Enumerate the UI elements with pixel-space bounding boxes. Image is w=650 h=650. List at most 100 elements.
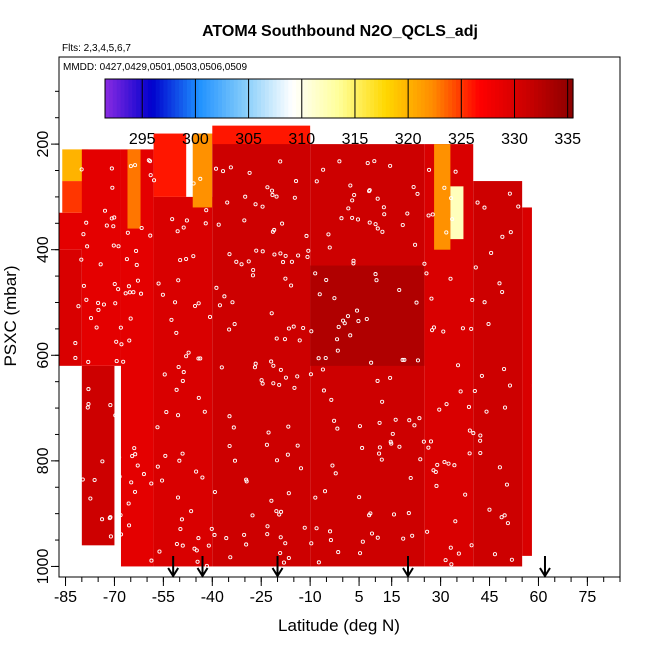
- sample-point: [116, 287, 121, 292]
- colorbar-segment: [245, 79, 250, 118]
- sample-point: [184, 256, 189, 262]
- colorbar-segment: [323, 79, 328, 118]
- colorbar-segment: [342, 79, 348, 118]
- heatmap-layer: [59, 125, 532, 567]
- sample-point: [364, 317, 369, 322]
- sample-point: [335, 348, 340, 353]
- colorbar-segment: [401, 79, 406, 118]
- colorbar-segment: [537, 79, 543, 118]
- colorbar-segment: [144, 79, 149, 118]
- sample-point: [186, 350, 191, 355]
- sample-point: [354, 308, 360, 313]
- sample-point: [375, 196, 380, 201]
- sample-point: [277, 382, 282, 387]
- sample-point: [390, 431, 395, 436]
- sample-point: [194, 469, 199, 474]
- sample-point: [450, 217, 455, 222]
- y-tick-label: 1000: [35, 549, 52, 585]
- heat-cell-11: [212, 133, 311, 567]
- sample-point: [260, 381, 265, 386]
- sample-point: [259, 378, 264, 383]
- colorbar-segment: [222, 79, 227, 118]
- dates-subtitle: MMDD: 0427,0429,0501,0503,0506,0509: [63, 62, 247, 73]
- sample-point: [176, 364, 181, 370]
- sample-point: [260, 249, 265, 254]
- sample-point: [460, 326, 465, 331]
- sample-point: [265, 532, 270, 537]
- sample-point: [181, 370, 186, 375]
- sample-point: [426, 445, 431, 450]
- sample-point: [85, 244, 90, 249]
- colorbar-segment: [420, 79, 426, 118]
- sample-point: [453, 519, 458, 524]
- sample-point: [414, 300, 419, 305]
- x-tick-label: -40: [201, 589, 224, 606]
- sample-point: [283, 276, 288, 281]
- colorbar-segment: [514, 79, 519, 118]
- sample-point: [220, 169, 226, 174]
- sample-point: [467, 451, 472, 456]
- sample-point: [133, 163, 138, 168]
- sample-point: [163, 453, 168, 458]
- sample-point: [473, 265, 478, 270]
- sample-point: [388, 163, 393, 168]
- sample-point: [194, 548, 199, 553]
- sample-point: [269, 311, 274, 316]
- sample-point: [130, 454, 135, 459]
- sample-point: [441, 329, 446, 334]
- sample-point: [234, 259, 239, 264]
- sample-point: [296, 253, 301, 258]
- sample-point: [217, 303, 222, 308]
- colorbar-segment: [183, 79, 188, 118]
- sample-point: [264, 442, 269, 447]
- sample-point: [274, 194, 279, 199]
- sample-point: [375, 378, 380, 383]
- colorbar-segment: [522, 79, 527, 118]
- colorbar-segment: [257, 79, 262, 118]
- sample-point: [189, 509, 194, 514]
- sample-point: [135, 278, 141, 283]
- sample-point: [75, 392, 80, 397]
- sample-point: [406, 511, 411, 516]
- chart-title: ATOM4 Southbound N2O_QCLS_adj: [202, 23, 478, 40]
- sample-point: [337, 159, 342, 164]
- sample-point: [283, 253, 288, 258]
- sample-point: [127, 523, 132, 528]
- sample-point: [250, 513, 255, 518]
- colorbar-segment: [479, 79, 484, 118]
- sample-point: [425, 529, 430, 534]
- sample-point: [228, 555, 233, 560]
- sample-point: [232, 322, 237, 327]
- flight-arrow: [402, 556, 414, 578]
- sample-point: [463, 492, 468, 497]
- colorbar-segment: [272, 79, 278, 118]
- colorbar-segment: [151, 79, 157, 118]
- sample-point: [345, 314, 351, 319]
- sample-point: [148, 173, 153, 178]
- colorbar-segment: [350, 79, 356, 118]
- colorbar-segment: [545, 79, 551, 118]
- sample-point: [269, 498, 274, 503]
- sample-point: [316, 356, 321, 361]
- colorbar-segment: [428, 79, 434, 118]
- sample-point: [443, 558, 448, 563]
- sample-point: [251, 268, 256, 273]
- sample-point: [286, 555, 291, 561]
- sample-point: [102, 208, 108, 213]
- sample-point: [292, 195, 297, 200]
- sample-point: [274, 458, 280, 463]
- sample-point: [472, 388, 477, 394]
- colorbar-segment: [393, 79, 399, 118]
- sample-point: [79, 167, 84, 172]
- sample-point: [500, 234, 505, 239]
- sample-point: [429, 296, 434, 301]
- sample-point: [471, 431, 476, 436]
- sample-point: [271, 381, 276, 386]
- sample-point: [421, 439, 426, 444]
- sample-point: [177, 458, 182, 463]
- colorbar-segment: [225, 79, 231, 118]
- sample-point: [314, 179, 319, 184]
- x-tick-label: 15: [383, 589, 401, 606]
- sample-point: [324, 277, 329, 283]
- sample-point: [335, 337, 340, 342]
